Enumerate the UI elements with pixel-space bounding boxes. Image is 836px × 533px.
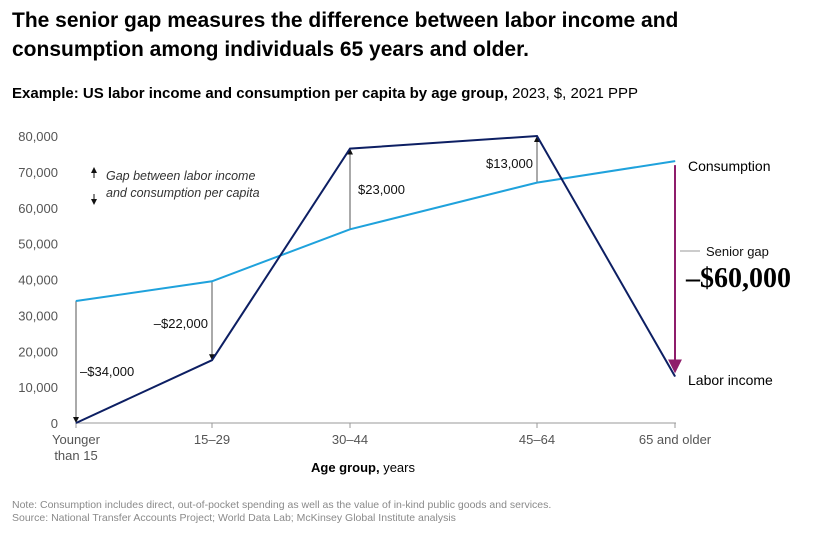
y-tick-label: 20,000 — [18, 344, 58, 359]
consumption-line-point — [674, 160, 676, 162]
labor-income-line-point — [211, 359, 213, 361]
y-tick-label: 80,000 — [18, 129, 58, 144]
senior-gap-value: –$60,000 — [685, 263, 791, 294]
y-tick-label: 50,000 — [18, 237, 58, 252]
y-tick-label: 70,000 — [18, 165, 58, 180]
gap-legend: Gap between labor income and consumption… — [91, 167, 260, 205]
x-tick-label-line: 65 and older — [639, 432, 712, 447]
y-axis: 0 10,000 20,000 30,000 40,000 50,000 60,000 70,… — [18, 129, 676, 431]
senior-gap-annotation: Senior gap –$60,000 — [668, 165, 791, 374]
x-tick-label: 15–29 — [194, 432, 230, 447]
x-axis-title-rest: years — [380, 460, 416, 475]
series-lines — [75, 134, 676, 424]
x-tick-label-line: 30–44 — [332, 432, 368, 447]
x-tick-label: 30–44 — [332, 432, 368, 447]
x-axis: Younger than 15 15–29 30–44 45–64 65 and olde… — [52, 423, 712, 463]
x-axis-title: Age group, years — [311, 460, 416, 475]
y-tick-label: 0 — [51, 416, 58, 431]
y-tick-label: 10,000 — [18, 380, 58, 395]
consumption-series-label: Consumption — [688, 158, 771, 174]
x-tick-label: 45–64 — [519, 432, 555, 447]
gap-value-label: $13,000 — [486, 156, 533, 171]
subtitle-bold: Example: US labor income and consumption… — [12, 85, 508, 102]
consumption-line-point — [536, 182, 538, 184]
y-tick-label: 40,000 — [18, 273, 58, 288]
x-tick-label: Younger than 15 — [52, 432, 101, 463]
x-tick-label-line: than 15 — [54, 448, 97, 463]
y-tick-label: 30,000 — [18, 308, 58, 323]
footnote: Note: Consumption includes direct, out-o… — [12, 499, 551, 525]
chart-title: The senior gap measures the difference b… — [12, 9, 679, 61]
footnote-note: Note: Consumption includes direct, out-o… — [12, 499, 552, 511]
footnote-source: Source: National Transfer Accounts Proje… — [12, 512, 456, 524]
subtitle-rest: 2023, $, 2021 PPP — [507, 85, 639, 102]
consumption-line-point — [75, 300, 77, 302]
x-tick-label-line: 45–64 — [519, 432, 555, 447]
chart-subtitle: Example: US labor income and consumption… — [12, 85, 638, 102]
x-tick-label-line: Younger — [52, 432, 101, 447]
senior-gap-label: Senior gap — [706, 244, 769, 259]
x-tick-label-line: 15–29 — [194, 432, 230, 447]
labor-income-line-point — [349, 148, 351, 150]
gap-legend-line2: and consumption per capita — [106, 186, 260, 200]
y-tick-label: 60,000 — [18, 201, 58, 216]
gap-arrows: –$34,000 –$22,000 $23,000 $13,000 — [73, 136, 540, 423]
consumption-line-point — [349, 228, 351, 230]
labor-income-series-label: Labor income — [688, 372, 773, 388]
x-axis-title-bold: Age group, — [311, 460, 380, 475]
labor-income-line-point — [674, 375, 676, 377]
gap-value-label: –$34,000 — [80, 364, 134, 379]
x-tick-label: 65 and older — [639, 432, 712, 447]
gap-legend-line1: Gap between labor income — [106, 169, 255, 183]
gap-value-label: $23,000 — [358, 182, 405, 197]
consumption-line-point — [211, 280, 213, 282]
labor-income-line-point — [75, 422, 77, 424]
gap-value-label: –$22,000 — [154, 316, 208, 331]
labor-income-line-point — [536, 135, 538, 137]
